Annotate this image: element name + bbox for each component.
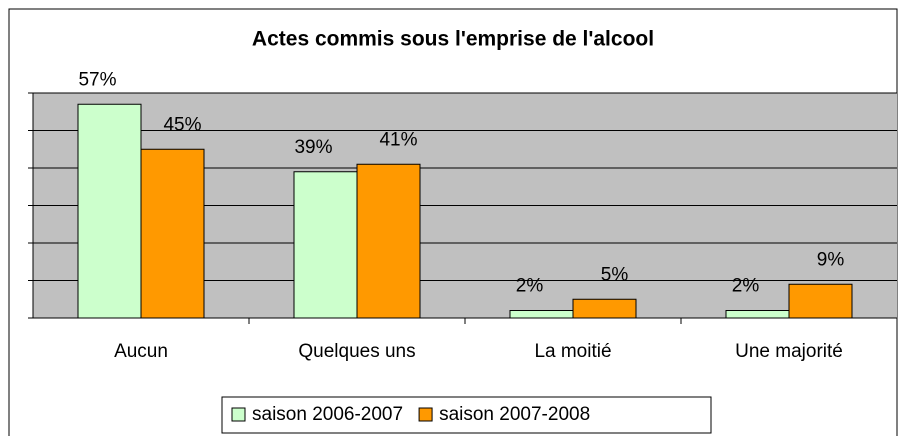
data-label: 45%	[163, 114, 201, 135]
x-tick-label: Aucun	[114, 341, 168, 362]
legend-box	[221, 396, 712, 434]
legend-label: saison 2007-2008	[439, 404, 590, 425]
data-label: 9%	[817, 249, 845, 270]
bar	[140, 148, 205, 319]
bar	[788, 283, 853, 319]
bar	[572, 298, 637, 319]
legend-label: saison 2006-2007	[252, 404, 403, 425]
data-label: 57%	[78, 69, 116, 90]
bar	[356, 163, 421, 319]
data-label: 2%	[516, 276, 544, 297]
x-tick-label: La moitié	[534, 341, 611, 362]
data-label: 2%	[732, 276, 760, 297]
data-label: 41%	[379, 129, 417, 150]
bar	[77, 103, 142, 319]
x-tick-label: Quelques uns	[298, 341, 415, 362]
bar	[509, 310, 574, 319]
legend-swatch	[231, 407, 246, 422]
x-tick-label: Une majorité	[735, 341, 843, 362]
legend-swatch	[418, 407, 433, 422]
bar	[293, 171, 358, 319]
bar	[725, 310, 790, 319]
chart-title: Actes commis sous l'emprise de l'alcool	[252, 28, 654, 51]
data-label: 5%	[601, 264, 629, 285]
data-label: 39%	[294, 137, 332, 158]
